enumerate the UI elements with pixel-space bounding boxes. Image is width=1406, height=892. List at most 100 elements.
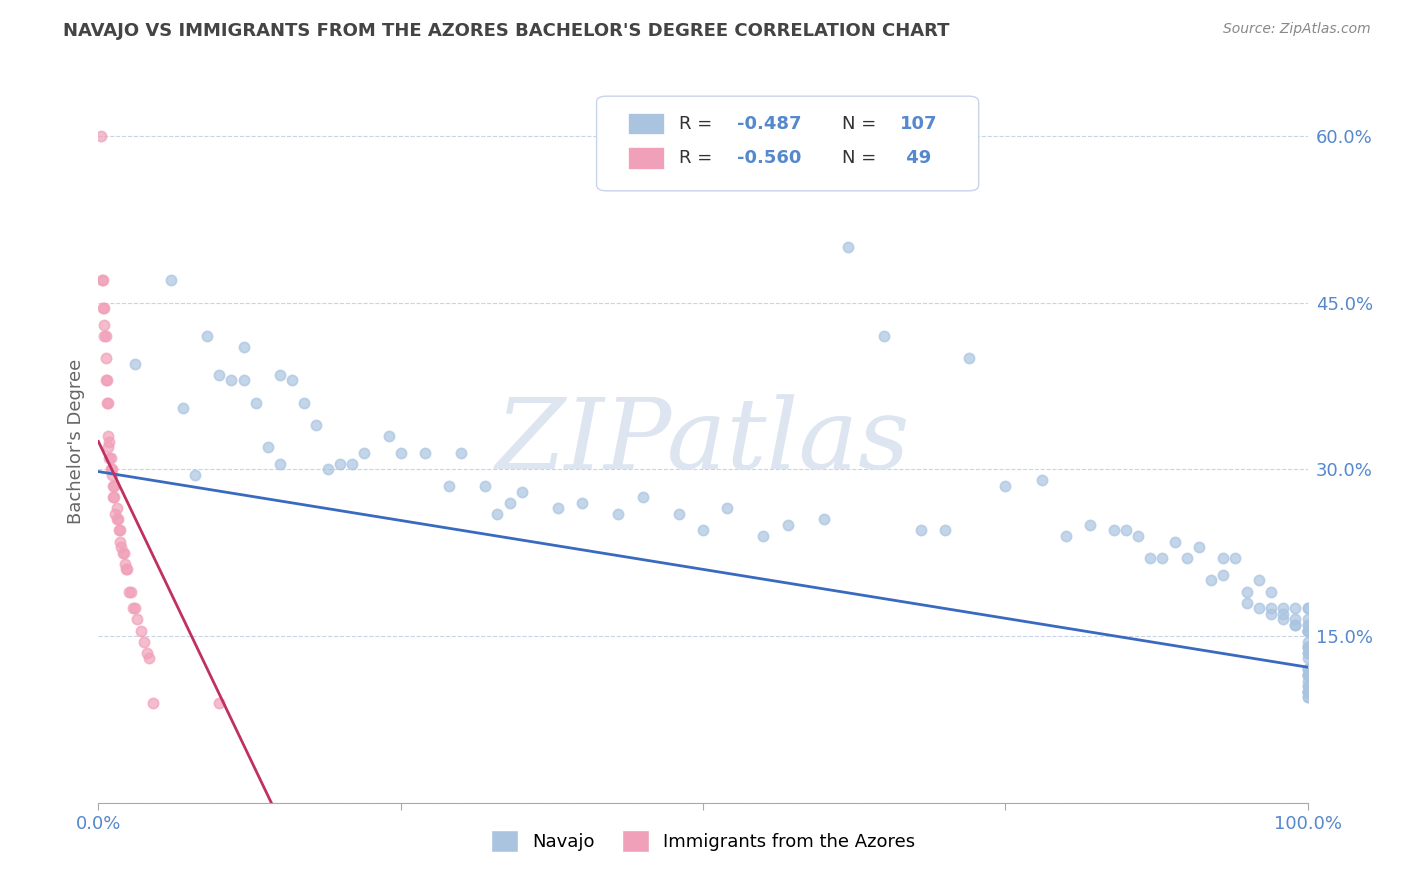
Point <box>1272 612 1295 626</box>
Point <box>1078 517 1101 532</box>
Point <box>97 395 120 409</box>
Text: R =: R = <box>679 149 718 168</box>
Point <box>90 128 112 143</box>
Point <box>107 512 129 526</box>
Legend: Navajo, Immigrants from the Azores: Navajo, Immigrants from the Azores <box>484 822 922 859</box>
Point <box>510 484 533 499</box>
Point <box>547 501 569 516</box>
Point <box>1296 634 1319 648</box>
Point <box>837 240 859 254</box>
Point <box>1296 690 1319 705</box>
Point <box>97 429 120 443</box>
Text: Source: ZipAtlas.com: Source: ZipAtlas.com <box>1223 22 1371 37</box>
Point <box>342 457 364 471</box>
Text: 49: 49 <box>900 149 931 168</box>
Point <box>103 479 125 493</box>
Point <box>776 517 799 532</box>
Y-axis label: Bachelor's Degree: Bachelor's Degree <box>67 359 86 524</box>
Point <box>1236 596 1258 610</box>
Point <box>716 501 738 516</box>
Point <box>934 524 956 538</box>
Point <box>98 451 121 466</box>
Point <box>245 395 267 409</box>
Point <box>108 534 131 549</box>
Point <box>1296 646 1319 660</box>
Text: ZIPatlas: ZIPatlas <box>496 394 910 489</box>
Point <box>1152 551 1174 566</box>
Point <box>910 524 932 538</box>
Point <box>1102 524 1125 538</box>
Point <box>108 524 131 538</box>
Point <box>1260 584 1282 599</box>
Point <box>607 507 630 521</box>
Point <box>631 490 654 504</box>
Point <box>1223 551 1246 566</box>
Point <box>118 584 141 599</box>
Point <box>1296 684 1319 698</box>
Point <box>1272 607 1295 621</box>
Point <box>94 351 117 366</box>
Point <box>124 357 146 371</box>
Point <box>94 329 117 343</box>
Point <box>117 562 139 576</box>
Point <box>129 624 152 638</box>
Point <box>1296 651 1319 665</box>
Point <box>994 479 1017 493</box>
Bar <box>628 112 664 135</box>
Point <box>1284 612 1306 626</box>
Text: NAVAJO VS IMMIGRANTS FROM THE AZORES BACHELOR'S DEGREE CORRELATION CHART: NAVAJO VS IMMIGRANTS FROM THE AZORES BAC… <box>63 22 950 40</box>
Point <box>1296 662 1319 676</box>
Point <box>232 340 254 354</box>
Point <box>437 479 460 493</box>
Point <box>93 301 115 315</box>
Point <box>1296 640 1319 655</box>
Point <box>1296 684 1319 698</box>
Point <box>413 445 436 459</box>
Point <box>1054 529 1077 543</box>
Point <box>1296 668 1319 682</box>
Point <box>281 373 304 387</box>
Point <box>91 273 114 287</box>
Point <box>1296 668 1319 682</box>
Point <box>112 546 135 560</box>
Point <box>498 496 520 510</box>
Point <box>256 440 278 454</box>
Point <box>1212 551 1234 566</box>
Point <box>110 540 132 554</box>
Point <box>122 601 145 615</box>
Point <box>1260 601 1282 615</box>
Point <box>377 429 399 443</box>
Point <box>1296 640 1319 655</box>
Point <box>1284 618 1306 632</box>
Point <box>1284 618 1306 632</box>
Point <box>91 273 114 287</box>
Point <box>1212 568 1234 582</box>
Point <box>208 368 231 382</box>
Point <box>120 584 142 599</box>
Point <box>94 373 117 387</box>
Point <box>1296 624 1319 638</box>
Point <box>135 646 157 660</box>
Point <box>1031 474 1053 488</box>
Point <box>292 395 315 409</box>
Point <box>269 457 291 471</box>
Point <box>813 512 835 526</box>
Point <box>221 373 243 387</box>
Point <box>474 479 496 493</box>
Text: N =: N = <box>842 149 882 168</box>
Point <box>1296 601 1319 615</box>
Point <box>105 501 128 516</box>
Point <box>91 301 114 315</box>
Point <box>1139 551 1161 566</box>
Point <box>184 467 207 482</box>
Point <box>100 462 122 476</box>
Point <box>1296 679 1319 693</box>
Point <box>100 451 122 466</box>
Point <box>101 490 124 504</box>
Point <box>1296 668 1319 682</box>
Text: N =: N = <box>842 115 882 133</box>
Point <box>668 507 690 521</box>
Point <box>100 467 122 482</box>
Point <box>752 529 775 543</box>
Point <box>111 546 134 560</box>
